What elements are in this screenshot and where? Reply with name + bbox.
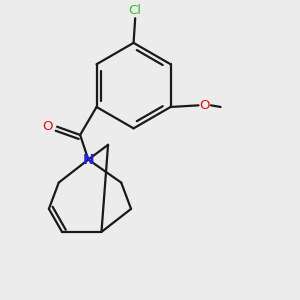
Text: O: O [43,120,53,133]
Text: O: O [199,99,210,112]
Text: N: N [83,153,95,166]
Text: Cl: Cl [129,4,142,16]
